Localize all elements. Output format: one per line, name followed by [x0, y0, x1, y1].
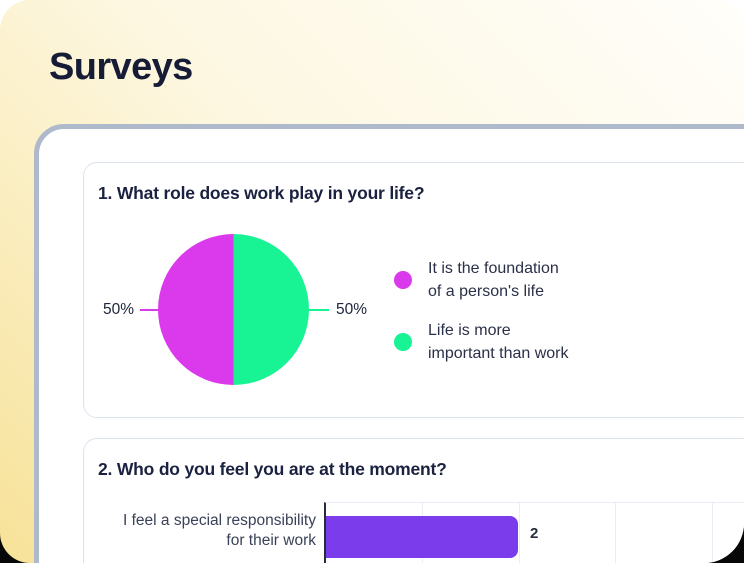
question-1-title: 1. What role does work play in your life… — [98, 183, 425, 203]
bar-category-line: for their work — [226, 532, 316, 549]
legend-text: Life is more important than work — [428, 319, 569, 365]
legend-line: of a person's life — [428, 283, 545, 300]
legend-line: important than work — [428, 345, 569, 362]
results-panel: 1. What role does work play in your life… — [34, 124, 744, 563]
gridline — [712, 503, 713, 563]
pie-connector-left — [140, 309, 160, 311]
gridline — [519, 503, 520, 563]
pie-label-right: 50% — [336, 301, 368, 318]
bar-value-label: 2 — [530, 525, 539, 542]
legend-dot-green-icon — [394, 333, 412, 351]
bar-category-label: I feel a special responsibility for thei… — [94, 511, 316, 551]
legend-dot-magenta-icon — [394, 271, 412, 289]
legend-item-foundation: It is the foundation of a person's life — [394, 257, 559, 303]
gridline — [615, 503, 616, 563]
page-title: Surveys — [49, 46, 193, 88]
question-2-title: 2. Who do you feel you are at the moment… — [98, 459, 447, 479]
question-card-1: 1. What role does work play in your life… — [83, 162, 744, 418]
pie-connector-right — [308, 309, 329, 311]
bar-category-line: I feel a special responsibility — [123, 512, 316, 529]
bar-chart-plot-area: 2 — [324, 502, 744, 563]
legend-item-life: Life is more important than work — [394, 319, 569, 365]
pie-chart — [158, 234, 309, 385]
legend-line: Life is more — [428, 322, 511, 339]
bar-responsibility — [326, 516, 518, 558]
pie-label-left: 50% — [102, 301, 134, 318]
legend-line: It is the foundation — [428, 260, 559, 277]
legend-text: It is the foundation of a person's life — [428, 257, 559, 303]
question-card-2: 2. Who do you feel you are at the moment… — [83, 438, 744, 563]
